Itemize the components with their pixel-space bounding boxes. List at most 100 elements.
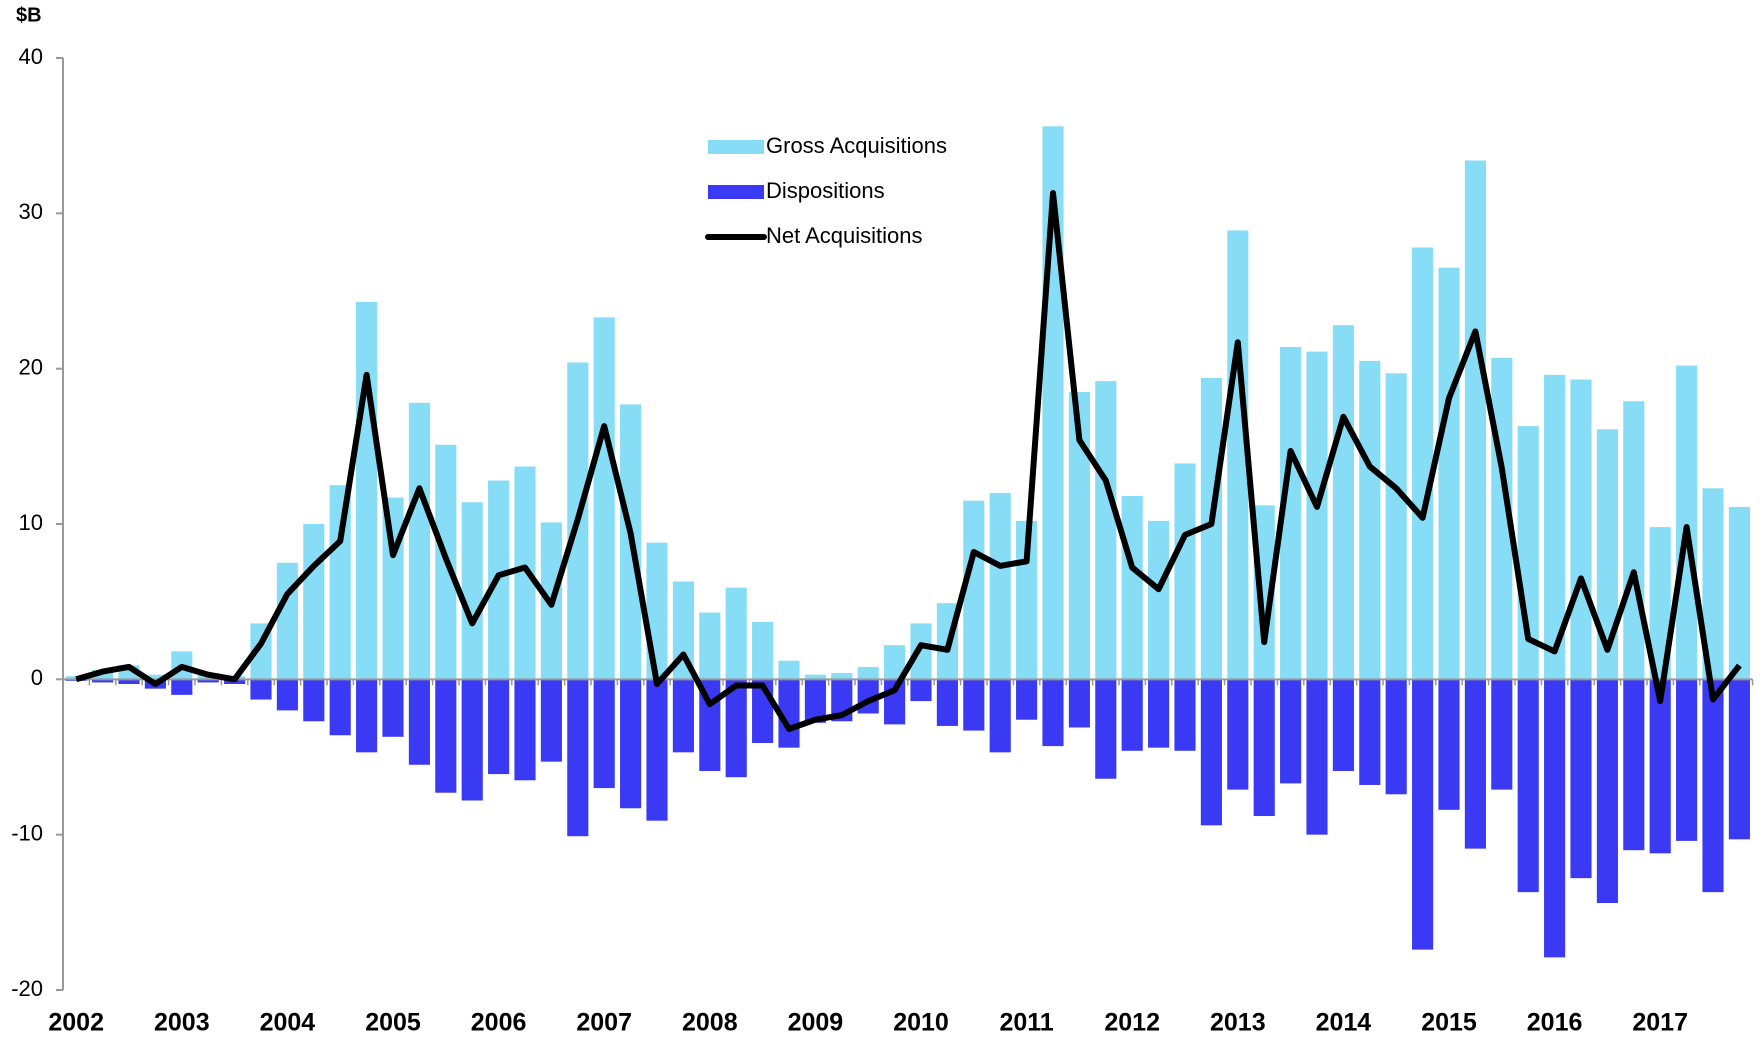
bar xyxy=(1385,679,1407,795)
bar xyxy=(1570,379,1592,680)
bar xyxy=(1359,360,1381,680)
bar xyxy=(1544,374,1566,680)
bar xyxy=(910,679,932,702)
bar xyxy=(1332,679,1354,771)
bar xyxy=(1676,679,1698,841)
bar xyxy=(461,502,483,680)
bar xyxy=(1412,247,1434,680)
x-tick-label: 2004 xyxy=(260,1009,316,1037)
bar xyxy=(1623,679,1645,851)
bar xyxy=(778,660,800,680)
bar xyxy=(1332,325,1354,680)
bar xyxy=(910,623,932,680)
bar xyxy=(356,301,378,680)
y-tick-label: 0 xyxy=(31,665,43,690)
bar xyxy=(144,674,166,680)
bar xyxy=(356,679,378,753)
x-tick-label: 2011 xyxy=(999,1009,1053,1037)
y-tick-label: 40 xyxy=(19,44,43,69)
bar xyxy=(804,679,826,723)
bar xyxy=(461,679,483,801)
bar xyxy=(1676,365,1698,680)
bar xyxy=(672,581,694,680)
bar xyxy=(1702,488,1724,680)
bar xyxy=(752,621,774,680)
bar xyxy=(1359,679,1381,785)
bar xyxy=(514,466,536,680)
y-tick-label: -20 xyxy=(11,976,43,1001)
bar xyxy=(1385,373,1407,680)
bar xyxy=(672,679,694,753)
bar xyxy=(1649,527,1671,680)
x-tick-label: 2012 xyxy=(1104,1009,1160,1037)
x-tick-label: 2016 xyxy=(1527,1009,1583,1037)
bar xyxy=(1174,463,1196,680)
bar xyxy=(1544,679,1566,958)
bar xyxy=(1227,679,1249,790)
bar xyxy=(1174,679,1196,751)
x-tick-label: 2013 xyxy=(1210,1009,1266,1037)
bar xyxy=(92,679,114,683)
bar xyxy=(1121,679,1143,751)
bar xyxy=(1702,679,1724,893)
bar xyxy=(857,666,879,680)
bar xyxy=(1200,679,1222,826)
bar xyxy=(989,679,1011,753)
bar xyxy=(1464,160,1486,680)
bar xyxy=(567,679,589,837)
bar xyxy=(1623,401,1645,680)
bar xyxy=(804,674,826,680)
y-tick-label: 20 xyxy=(19,354,43,379)
bar xyxy=(1016,679,1038,720)
bar xyxy=(1148,520,1170,680)
bar xyxy=(963,679,985,731)
bar xyxy=(382,679,404,737)
bar xyxy=(488,679,510,775)
legend-label: Gross Acquisitions xyxy=(766,133,947,158)
bar xyxy=(1438,267,1460,680)
bar xyxy=(620,679,642,809)
legend-label: Dispositions xyxy=(766,178,885,203)
bar xyxy=(1095,381,1117,680)
unit-label: $B xyxy=(16,4,42,26)
bar xyxy=(699,612,721,680)
x-tick-label: 2002 xyxy=(48,1009,104,1037)
y-tick-label: 10 xyxy=(19,510,43,535)
bar xyxy=(1412,679,1434,950)
x-tick-label: 2009 xyxy=(788,1009,844,1037)
bar xyxy=(276,562,298,680)
bar xyxy=(725,587,747,680)
bar xyxy=(329,485,351,680)
x-tick-label: 2010 xyxy=(893,1009,949,1037)
bar xyxy=(725,679,747,778)
bar xyxy=(276,679,298,711)
bar xyxy=(303,679,325,722)
bar xyxy=(1649,679,1671,854)
bar xyxy=(250,679,272,700)
bar xyxy=(1517,679,1539,893)
bar xyxy=(1280,679,1302,784)
bar xyxy=(1596,429,1618,680)
bar xyxy=(989,492,1011,680)
bar xyxy=(303,524,325,680)
x-tick-label: 2005 xyxy=(365,1009,421,1037)
legend-label: Net Acquisitions xyxy=(766,223,923,248)
bar xyxy=(778,679,800,748)
bar xyxy=(1121,496,1143,680)
x-tick-label: 2014 xyxy=(1316,1009,1372,1037)
bar xyxy=(540,679,562,762)
bar xyxy=(593,679,615,789)
x-tick-label: 2007 xyxy=(576,1009,632,1037)
legend-swatch xyxy=(708,185,764,199)
bar xyxy=(884,645,906,680)
bar xyxy=(1306,679,1328,835)
bar xyxy=(646,679,668,821)
y-tick-label: -10 xyxy=(11,820,43,845)
bar xyxy=(1068,391,1090,680)
bar xyxy=(1570,679,1592,879)
bar xyxy=(1728,679,1750,840)
bar xyxy=(408,402,430,680)
y-tick-label: 30 xyxy=(19,199,43,224)
x-tick-label: 2003 xyxy=(154,1009,210,1037)
